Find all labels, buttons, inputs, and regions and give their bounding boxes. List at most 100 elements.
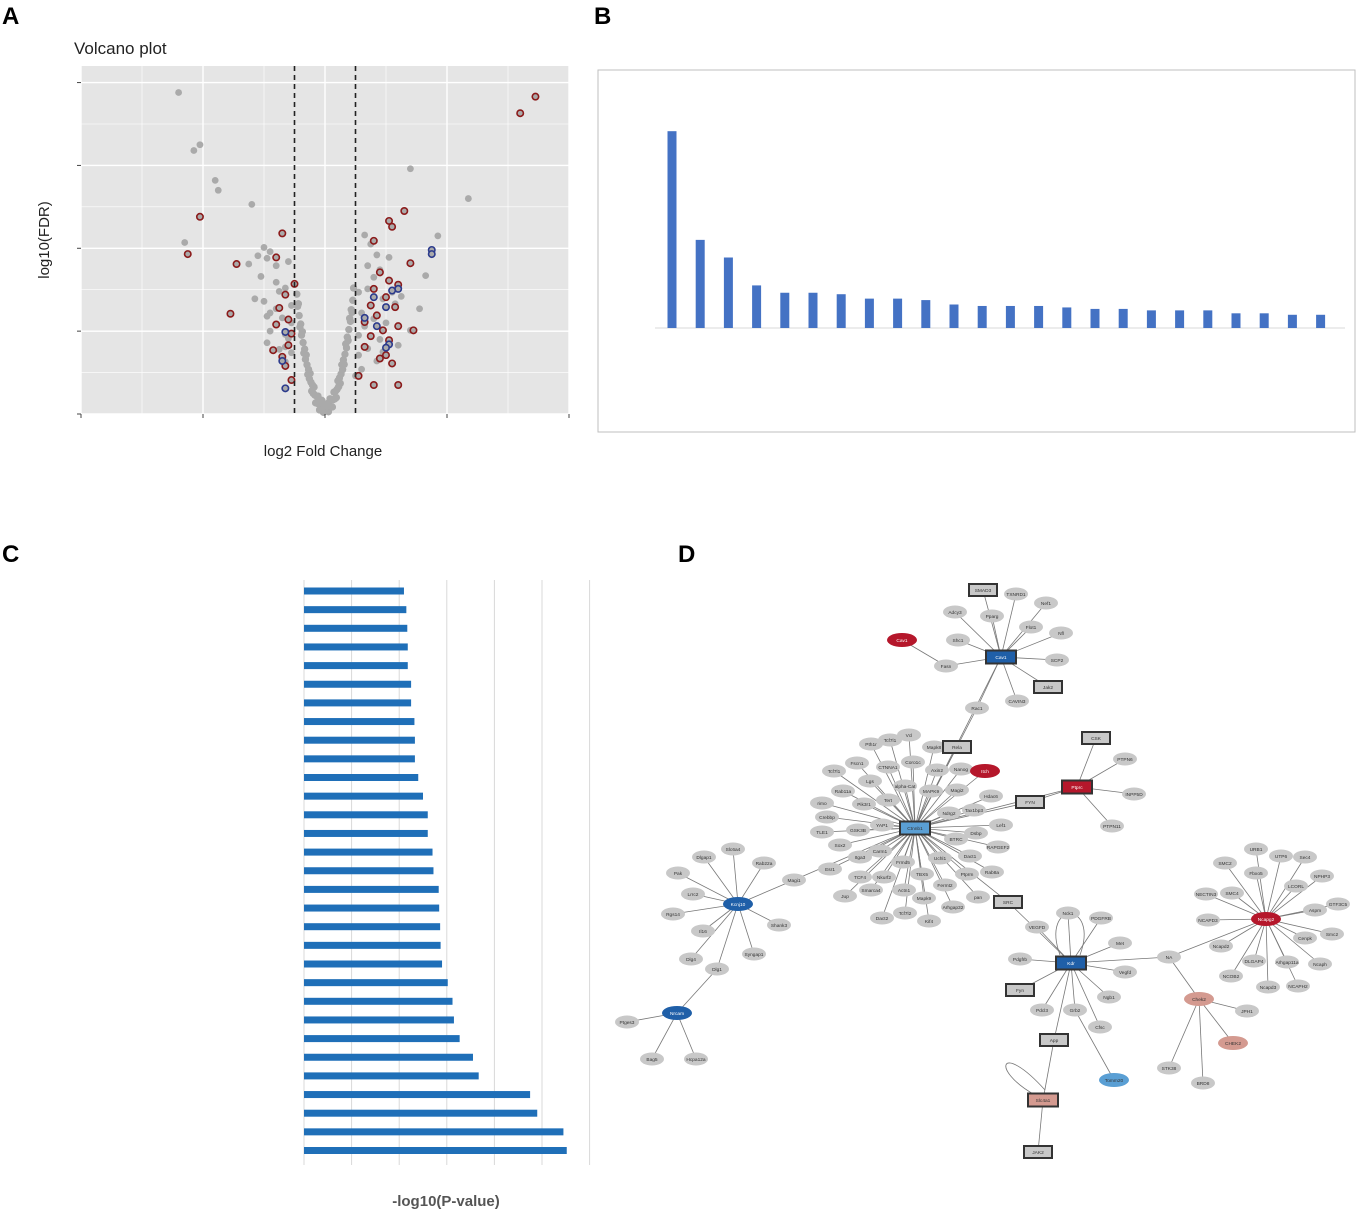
network-node: Nkurf2	[872, 870, 896, 884]
network-node-box	[968, 583, 998, 597]
network-node-ellipse	[1251, 912, 1281, 926]
network-node: Itga3	[848, 850, 872, 864]
network-node: Aspm	[1303, 903, 1327, 917]
network-node: PTPN6	[1113, 752, 1137, 766]
gene-bar	[893, 298, 903, 328]
network-node: Hdac6	[979, 789, 1003, 803]
volcano-point-red	[388, 222, 397, 231]
network-node: Ndrg2	[937, 806, 961, 820]
network-node-box	[1055, 955, 1087, 971]
network-node-ellipse	[1157, 1061, 1181, 1075]
volcano-point-red	[369, 284, 378, 293]
volcano-point-red	[381, 293, 390, 302]
network-edge	[833, 770, 916, 829]
network-node-ellipse	[1209, 939, 1233, 953]
network-node: Pik3r1	[852, 797, 876, 811]
network-node-ellipse	[868, 844, 892, 858]
network-node-ellipse	[1034, 596, 1058, 610]
network-panel: SMAD3 TXNRD1 Nef1 Adcy3 Pparg Flot1 Nfl Cav1 Shc…	[615, 583, 1350, 1159]
pathway-bar	[304, 997, 453, 1005]
network-node-ellipse	[989, 818, 1013, 832]
network-node-label: Dact2	[876, 916, 889, 922]
network-node: RAPGEF2	[986, 840, 1010, 854]
pathway-bar	[304, 923, 441, 931]
network-node: Rab22a	[752, 856, 776, 870]
network-node-ellipse	[752, 856, 776, 870]
network-node-label: PTPN11	[1103, 824, 1121, 830]
gene-bar	[1146, 310, 1156, 328]
pathway-bar	[304, 1091, 531, 1099]
network-node-label: Cav1	[896, 638, 908, 644]
network-node-ellipse	[1122, 787, 1146, 801]
network-node-label: Rab22a	[756, 861, 773, 867]
network-node-label: UTP6	[1275, 854, 1288, 860]
network-node: Nanog	[949, 762, 973, 776]
network-node-label: Dlg1	[712, 967, 722, 973]
gene-bar	[836, 294, 846, 328]
gene-bar	[1034, 305, 1044, 328]
pathway-bar	[304, 904, 440, 912]
network-edge	[1265, 855, 1282, 920]
panel-label-d: D	[678, 541, 695, 568]
volcano-point-red	[275, 303, 284, 312]
network-node-ellipse	[949, 762, 973, 776]
network-edge	[912, 761, 916, 829]
network-node-label: Lrrc2	[688, 892, 699, 898]
network-node-label: SMAD3	[975, 588, 992, 594]
network-node: Ncapg2	[1251, 912, 1281, 926]
network-node-ellipse	[1293, 931, 1317, 945]
network-node-label: Tax1bp3	[965, 808, 983, 814]
volcano-point-red	[400, 207, 409, 216]
network-node-label: Adcy3	[948, 610, 962, 616]
network-node: Slc4a1	[1027, 1092, 1059, 1108]
network-node-ellipse	[661, 907, 685, 921]
network-node-label: Tomm20	[1105, 1078, 1124, 1084]
volcano-title: Volcano plot	[74, 39, 167, 58]
network-node-ellipse	[876, 760, 900, 774]
volcano-point-grey	[407, 165, 414, 173]
volcano-point-red	[354, 371, 363, 380]
network-node-label: Ptprm	[961, 872, 974, 878]
network-node: Rgs14	[661, 907, 685, 921]
volcano-point-red	[394, 322, 403, 331]
network-node-label: NCAPD3	[1198, 918, 1218, 924]
network-node: MAPK9	[919, 784, 943, 798]
volcano-point-grey	[263, 254, 271, 262]
network-node: CTNNA1	[876, 760, 900, 774]
network-node: SMC4	[1220, 886, 1244, 900]
network-node-label: JAK2	[1032, 1150, 1044, 1156]
network-node: Nef1	[1034, 596, 1058, 610]
network-node: Shank3	[767, 918, 791, 932]
volcano-point-grey	[266, 248, 274, 256]
volcano-point-blue	[369, 293, 378, 302]
network-node: Nrcam	[662, 1006, 692, 1020]
volcano-point-grey	[394, 341, 402, 349]
pathway-bar	[304, 774, 419, 781]
network-node-ellipse	[1286, 979, 1310, 993]
network-node: Nck1	[1056, 906, 1080, 920]
network-node-label: SRC	[1003, 900, 1014, 906]
volcano-point-grey	[257, 273, 265, 280]
network-node-ellipse	[1030, 1003, 1054, 1017]
network-node-label: PTPN6	[1117, 757, 1133, 763]
network-edge	[914, 786, 1078, 829]
network-node: Ncapd3	[1256, 980, 1280, 994]
network-node-ellipse	[692, 850, 716, 864]
network-node: Tomm20	[1099, 1073, 1129, 1087]
gene-bar	[1316, 314, 1326, 328]
network-node: Arhgap11a	[1275, 955, 1299, 969]
network-node: PDGFRB	[1089, 911, 1113, 925]
gene-bar	[723, 257, 733, 328]
network-node-ellipse	[782, 873, 806, 887]
network-node-label: Magi2	[950, 788, 963, 794]
pathway-bar	[304, 867, 434, 875]
network-node-ellipse	[810, 825, 834, 839]
network-node-label: Mapk8	[927, 745, 942, 751]
network-node-label: Fscn1	[850, 761, 863, 767]
volcano-point-grey	[248, 200, 256, 208]
network-node: Dact1	[958, 849, 982, 863]
network-edge	[914, 827, 954, 908]
network-node: Sec4	[1293, 850, 1317, 864]
network-node-label: Smc2	[1326, 932, 1339, 938]
network-node: Shc1	[946, 633, 970, 647]
